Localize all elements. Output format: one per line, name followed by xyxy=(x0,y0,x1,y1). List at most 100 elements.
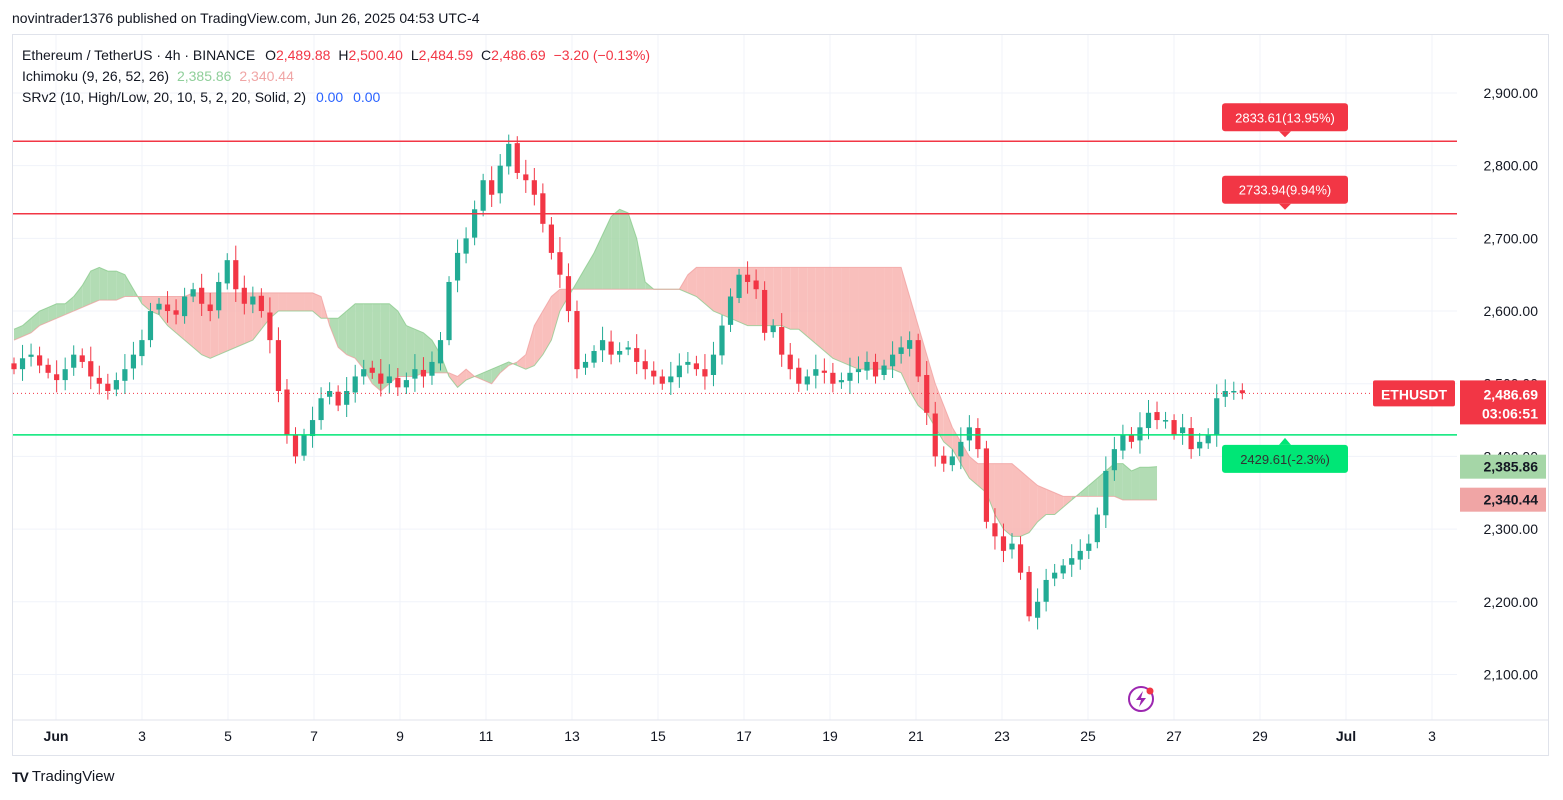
candle-down xyxy=(531,180,537,195)
candle-up xyxy=(1094,514,1100,543)
srv2-name: SRv2 (10, High/Low, 20, 10, 5, 2, 20, So… xyxy=(22,89,307,105)
ichimoku-cloud-bearish-segment xyxy=(304,292,313,312)
candle-down xyxy=(420,369,427,377)
candle-down xyxy=(284,389,290,435)
ichimoku-cloud-bullish-segment xyxy=(611,209,620,290)
ichimoku-cloud-bullish-segment xyxy=(116,271,125,301)
ichimoku-cloud-bearish-segment xyxy=(235,292,245,348)
ichimoku-cloud-bullish-segment xyxy=(474,372,484,381)
legend-close: 2,486.69 xyxy=(491,47,546,63)
candle-up xyxy=(497,165,503,194)
ichimoku-cloud-bullish-segment xyxy=(585,252,595,290)
candle-up xyxy=(1086,543,1092,551)
countdown-label: 03:06:51 xyxy=(1482,405,1538,421)
candle-down xyxy=(924,374,930,413)
last-price-badge xyxy=(1460,380,1546,425)
ichimoku-cloud-bearish-segment xyxy=(295,292,305,312)
candle-up xyxy=(617,351,623,355)
ichimoku-cloud-bearish-segment xyxy=(1020,470,1030,537)
ichimoku-cloud-bearish-segment xyxy=(858,267,867,370)
ichimoku-cloud-bearish-segment xyxy=(832,267,842,362)
ichimoku-value-2: 2,340.44 xyxy=(239,68,294,84)
x-axis-tick-label: 27 xyxy=(1166,728,1182,744)
y-axis-tick-label: 2,100.00 xyxy=(1484,666,1539,682)
ichimoku-cloud-bearish-segment xyxy=(884,267,893,370)
candle-down xyxy=(88,361,94,377)
candle-down xyxy=(702,369,708,377)
candle-down xyxy=(540,193,546,224)
ichimoku-cloud-bearish-segment xyxy=(849,267,859,370)
candle-up xyxy=(1103,470,1109,516)
candle-down xyxy=(199,287,205,304)
y-axis-tick-label: 2,300.00 xyxy=(1484,521,1539,537)
ichimoku-cloud-bearish-segment xyxy=(696,267,705,304)
ichimoku-cloud-bullish-segment xyxy=(14,325,23,341)
candle-up xyxy=(28,354,34,357)
ichimoku-cloud-bearish-segment xyxy=(815,267,825,352)
legend-l-label: L xyxy=(410,47,419,63)
candle-down xyxy=(45,364,51,373)
legend-open: 2,489.88 xyxy=(275,47,331,63)
legend-symbol-row[interactable]: Ethereum / TetherUS · 4h · BINANCE O2,48… xyxy=(22,45,650,66)
ichimoku-cloud-bullish-segment xyxy=(31,311,40,333)
x-axis-tick-label: 5 xyxy=(224,728,232,744)
candle-down xyxy=(659,376,665,384)
candle-down xyxy=(36,355,43,366)
ichimoku-cloud-bearish-segment xyxy=(517,354,526,370)
ichimoku-cloud-bearish-segment xyxy=(227,292,236,352)
candle-down xyxy=(975,428,981,450)
candle-up xyxy=(898,347,904,354)
ichimoku-cloud-bullish-segment xyxy=(380,303,390,391)
candle-down xyxy=(79,355,85,362)
ichimoku-cloud-bearish-segment xyxy=(525,325,535,370)
candle-down xyxy=(787,354,793,370)
ichimoku-cloud-bearish-segment xyxy=(798,267,808,337)
ichimoku-cloud-bearish-segment xyxy=(1029,478,1038,533)
candle-down xyxy=(744,274,751,282)
candle-down xyxy=(267,312,273,341)
candle-up xyxy=(71,354,77,368)
ichimoku-cloud-bullish-segment xyxy=(1131,467,1140,501)
candle-up xyxy=(130,354,137,369)
candle-down xyxy=(915,340,921,377)
y-axis-tick-label: 2,200.00 xyxy=(1484,594,1539,610)
candle-down xyxy=(1154,412,1160,421)
candle-down xyxy=(164,304,171,312)
ichimoku-cloud-bearish-segment xyxy=(269,292,279,319)
x-axis-tick-label: 25 xyxy=(1080,728,1096,744)
candle-down xyxy=(258,295,264,312)
ichimoku-cloud-bullish-segment xyxy=(99,267,108,301)
candle-up xyxy=(889,354,896,367)
candle-down xyxy=(762,289,768,333)
x-axis-tick-label: 13 xyxy=(564,728,580,744)
ichimoku-cloud-bearish-segment xyxy=(824,267,833,359)
candle-down xyxy=(796,367,802,384)
legend-srv2-row[interactable]: SRv2 (10, High/Low, 20, 10, 5, 2, 20, So… xyxy=(22,87,650,108)
candle-up xyxy=(1043,579,1049,602)
ichimoku-cloud-bearish-segment xyxy=(892,267,902,373)
candle-up xyxy=(1060,565,1066,574)
candle-down xyxy=(207,304,213,312)
ichimoku-axis-badge xyxy=(1460,487,1546,512)
candle-up xyxy=(804,376,810,385)
candle-up xyxy=(949,456,955,466)
ichimoku-axis-badge xyxy=(1460,454,1546,479)
candle-up xyxy=(472,209,478,238)
ichimoku-cloud-bullish-segment xyxy=(1139,467,1149,501)
ichimoku-cloud-bearish-segment xyxy=(193,292,202,355)
candle-up xyxy=(182,296,188,317)
legend-ichimoku-row[interactable]: Ichimoku (9, 26, 52, 26) 2,385.86 2,340.… xyxy=(22,66,650,87)
sr-level-arrow-up xyxy=(1279,437,1291,445)
footer-branding[interactable]: TV TradingView xyxy=(12,768,114,785)
ichimoku-cloud-bearish-segment xyxy=(790,267,799,330)
last-price-label: 2,486.69 xyxy=(1484,386,1539,402)
candle-up xyxy=(19,358,26,370)
ichimoku-cloud-bearish-segment xyxy=(841,267,850,366)
sr-level-arrow-down xyxy=(1279,131,1291,138)
y-axis-tick-label: 2,800.00 xyxy=(1484,158,1539,174)
candle-up xyxy=(966,427,972,441)
ichimoku-cloud-bearish-segment xyxy=(1012,463,1021,537)
candle-down xyxy=(292,435,299,457)
candle-down xyxy=(1000,536,1007,551)
